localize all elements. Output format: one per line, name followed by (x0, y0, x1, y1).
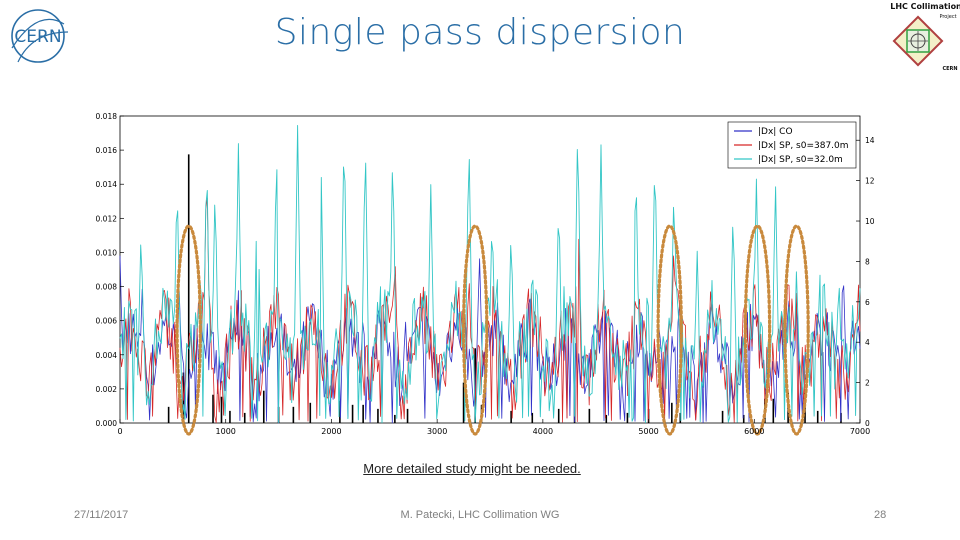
y-right-tick-label-2: 4 (865, 338, 870, 347)
y-right-tick-label-0: 0 (865, 419, 870, 428)
highlight-ellipse-4 (783, 224, 810, 436)
y-right-tick-label-1: 2 (865, 379, 870, 388)
x-tick-label-3: 3000 (427, 427, 447, 436)
y-left-tick-label-3: 0.006 (96, 317, 118, 326)
logo-right-line2: Project (939, 14, 956, 20)
y-left-tick-label-7: 0.014 (96, 180, 118, 189)
legend-label-co: |Dx| CO (758, 127, 793, 137)
cern-logo-text: CERN (14, 27, 61, 47)
y-right-tick-label-3: 6 (865, 298, 870, 307)
y-right-tick-label-4: 8 (865, 257, 870, 266)
legend: |Dx| CO |Dx| SP, s0=387.0m |Dx| SP, s0=3… (727, 121, 857, 169)
y-right-tick-label-6: 12 (865, 177, 875, 186)
legend-label-sp387: |Dx| SP, s0=387.0m (758, 141, 849, 151)
y-right-tick-label-5: 10 (865, 217, 875, 226)
series-line-sp32 (119, 124, 861, 424)
footer-author: M. Patecki, LHC Collimation WG (400, 509, 560, 521)
lines-layer (119, 124, 861, 424)
study-note-text: More detailed study might be needed. (363, 461, 581, 476)
x-tick-label-0: 0 (117, 427, 122, 436)
x-tick-label-2: 2000 (321, 427, 341, 436)
highlight-ellipse-2 (656, 224, 683, 436)
y-left-tick-label-6: 0.012 (96, 214, 118, 223)
slide-title: Single pass dispersion (274, 12, 686, 53)
logo-right-line1: LHC Collimation (890, 2, 960, 11)
cern-logo: CERN (2, 2, 74, 74)
y-left-tick-label-4: 0.008 (96, 283, 118, 292)
y-left-tick-label-5: 0.010 (96, 248, 118, 257)
y-left-tick-label-1: 0.002 (96, 385, 118, 394)
study-note: More detailed study might be needed. (0, 461, 944, 476)
page-number: 28 (874, 509, 887, 521)
y-left-tick-label-8: 0.016 (96, 146, 118, 155)
footer-date: 27/11/2017 (74, 509, 129, 521)
highlight-ellipse-0 (175, 224, 202, 436)
y-left-tick-label-2: 0.004 (96, 351, 118, 360)
y-right-tick-label-7: 14 (865, 136, 875, 145)
dispersion-chart: 0 1000 2000 3000 4000 5000 6000 7000 0.000 0.002 0… (88, 108, 888, 438)
x-tick-label-1: 1000 (216, 427, 236, 436)
highlight-ellipse-3 (743, 224, 772, 436)
lhc-collimation-logo: LHC Collimation Project CERN (886, 0, 960, 76)
x-tick-label-5: 5000 (638, 427, 658, 436)
y-left-tick-label-0: 0.000 (96, 419, 118, 428)
axes: 0 1000 2000 3000 4000 5000 6000 7000 0.000 0.002 0… (96, 112, 875, 436)
x-tick-label-6: 6000 (744, 427, 764, 436)
x-tick-label-7: 7000 (850, 427, 870, 436)
x-tick-label-4: 4000 (533, 427, 553, 436)
y-left-tick-label-9: 0.018 (96, 112, 118, 121)
logo-right-line3: CERN (942, 66, 957, 72)
highlight-ellipse-1 (461, 224, 489, 436)
legend-label-sp32: |Dx| SP, s0=32.0m (758, 155, 843, 165)
highlight-ellipses (175, 224, 810, 436)
